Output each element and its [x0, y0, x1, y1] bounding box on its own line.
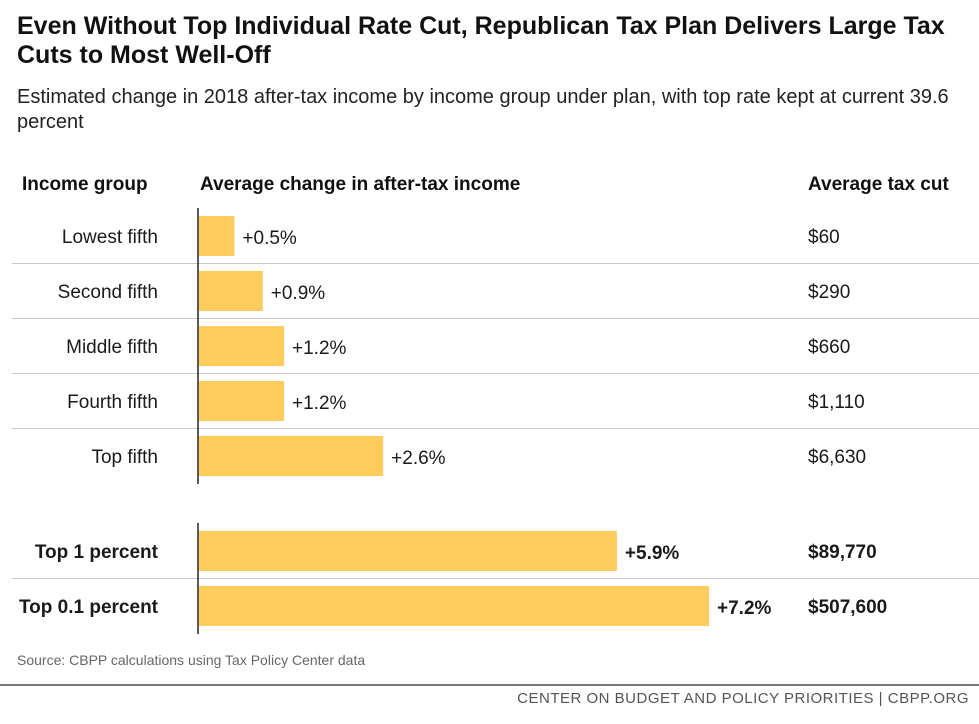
value-label: +0.5%: [242, 228, 297, 249]
bar: [199, 381, 284, 421]
footer-credit: CENTER ON BUDGET AND POLICY PRIORITIES |…: [517, 690, 969, 707]
header-average-change: Average change in after-tax income: [200, 174, 521, 195]
bar: [199, 586, 709, 626]
tax-cut-value: $660: [808, 337, 850, 358]
tax-cut-value: $89,770: [808, 542, 877, 563]
bar: [199, 271, 263, 311]
value-label: +0.9%: [271, 283, 326, 304]
header-income-group: Income group: [22, 174, 148, 195]
category-label: Top 1 percent: [35, 542, 159, 563]
bar: [199, 531, 617, 571]
tax-cut-value: $6,630: [808, 447, 866, 468]
source-note: Source: CBPP calculations using Tax Poli…: [17, 652, 366, 668]
value-label: +2.6%: [391, 448, 446, 469]
category-label: Top 0.1 percent: [19, 597, 159, 618]
value-label: +7.2%: [717, 598, 772, 619]
chart-subtitle: Estimated change in 2018 after-tax incom…: [17, 86, 949, 133]
value-label: +1.2%: [292, 338, 347, 359]
tax-cut-value: $60: [808, 227, 840, 248]
category-label: Lowest fifth: [62, 227, 158, 248]
tax-cut-value: $507,600: [808, 597, 887, 618]
value-label: +5.9%: [625, 543, 680, 564]
footer-divider: [0, 684, 979, 686]
bar: [199, 436, 384, 476]
category-label: Top fifth: [91, 447, 158, 468]
tax-cut-value: $290: [808, 282, 850, 303]
category-label: Second fifth: [58, 282, 158, 303]
bar: [199, 216, 235, 256]
category-label: Middle fifth: [66, 337, 158, 358]
category-label: Fourth fifth: [67, 392, 158, 413]
tax-cut-value: $1,110: [808, 392, 865, 413]
chart-title: Even Without Top Individual Rate Cut, Re…: [17, 12, 945, 69]
bar: [199, 326, 284, 366]
bar-chart: Lowest fifth +0.5% $60 Second fifth +0.9% $29…: [12, 208, 979, 634]
value-label: +1.2%: [292, 393, 347, 414]
header-average-tax-cut: Average tax cut: [808, 174, 949, 195]
